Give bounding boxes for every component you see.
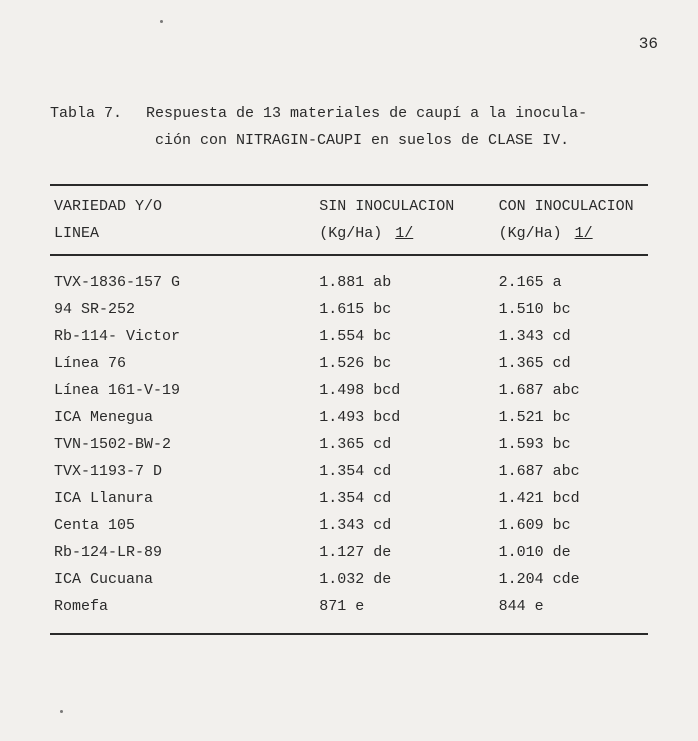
cell-con-inoculacion: 1.687 abc — [469, 377, 648, 404]
cell-con-inoculacion: 1.010 de — [469, 539, 648, 566]
cell-sin-inoculacion: 871 e — [289, 593, 468, 634]
table-row: TVX-1193-7 D1.354 cd1.687 abc — [50, 458, 648, 485]
table-row: Línea 161-V-191.498 bcd1.687 abc — [50, 377, 648, 404]
header-con-footnote-ref: 1/ — [575, 225, 593, 242]
header-sin-unit: (Kg/Ha) — [319, 225, 382, 242]
table-row: ICA Llanura1.354 cd1.421 bcd — [50, 485, 648, 512]
scan-speck — [60, 710, 63, 713]
cell-con-inoculacion: 1.204 cde — [469, 566, 648, 593]
cell-sin-inoculacion: 1.354 cd — [289, 485, 468, 512]
cell-variedad: 94 SR-252 — [50, 296, 289, 323]
cell-sin-inoculacion: 1.615 bc — [289, 296, 468, 323]
cell-variedad: Línea 161-V-19 — [50, 377, 289, 404]
table-row: Romefa871 e844 e — [50, 593, 648, 634]
scan-speck — [160, 20, 163, 23]
cell-sin-inoculacion: 1.343 cd — [289, 512, 468, 539]
cell-con-inoculacion: 1.421 bcd — [469, 485, 648, 512]
table-row: Rb-124-LR-891.127 de1.010 de — [50, 539, 648, 566]
table-row: Rb-114- Victor1.554 bc1.343 cd — [50, 323, 648, 350]
header-sin-line1: SIN INOCULACION — [289, 185, 468, 220]
table-row: Centa 1051.343 cd1.609 bc — [50, 512, 648, 539]
cell-con-inoculacion: 1.521 bc — [469, 404, 648, 431]
table-body: TVX-1836-157 G1.881 ab2.165 a94 SR-2521.… — [50, 255, 648, 634]
header-variedad-line2: LINEA — [50, 220, 289, 255]
cell-sin-inoculacion: 1.526 bc — [289, 350, 468, 377]
cell-con-inoculacion: 1.609 bc — [469, 512, 648, 539]
cell-con-inoculacion: 1.687 abc — [469, 458, 648, 485]
cell-sin-inoculacion: 1.365 cd — [289, 431, 468, 458]
header-con-unit: (Kg/Ha) — [499, 225, 562, 242]
cell-sin-inoculacion: 1.881 ab — [289, 255, 468, 296]
cell-variedad: ICA Llanura — [50, 485, 289, 512]
cell-con-inoculacion: 2.165 a — [469, 255, 648, 296]
table-row: 94 SR-2521.615 bc1.510 bc — [50, 296, 648, 323]
cell-variedad: TVX-1836-157 G — [50, 255, 289, 296]
cell-variedad: TVN-1502-BW-2 — [50, 431, 289, 458]
cell-variedad: Línea 76 — [50, 350, 289, 377]
header-variedad-line1: VARIEDAD Y/O — [50, 185, 289, 220]
cell-sin-inoculacion: 1.127 de — [289, 539, 468, 566]
cell-variedad: ICA Menegua — [50, 404, 289, 431]
cell-con-inoculacion: 1.365 cd — [469, 350, 648, 377]
cell-con-inoculacion: 1.343 cd — [469, 323, 648, 350]
cell-con-inoculacion: 1.593 bc — [469, 431, 648, 458]
cell-con-inoculacion: 1.510 bc — [469, 296, 648, 323]
cell-variedad: ICA Cucuana — [50, 566, 289, 593]
table-row: Línea 761.526 bc1.365 cd — [50, 350, 648, 377]
header-con-line1: CON INOCULACION — [469, 185, 648, 220]
table-row: TVX-1836-157 G1.881 ab2.165 a — [50, 255, 648, 296]
title-line-2: ción con NITRAGIN-CAUPI en suelos de CLA… — [155, 127, 648, 154]
cell-sin-inoculacion: 1.032 de — [289, 566, 468, 593]
cell-variedad: Centa 105 — [50, 512, 289, 539]
cell-sin-inoculacion: 1.354 cd — [289, 458, 468, 485]
table-label: Tabla 7. — [50, 105, 122, 122]
cell-variedad: TVX-1193-7 D — [50, 458, 289, 485]
table-row: TVN-1502-BW-21.365 cd1.593 bc — [50, 431, 648, 458]
header-con-line2: (Kg/Ha) 1/ — [469, 220, 648, 255]
cell-sin-inoculacion: 1.498 bcd — [289, 377, 468, 404]
cell-variedad: Romefa — [50, 593, 289, 634]
cell-variedad: Rb-124-LR-89 — [50, 539, 289, 566]
cell-variedad: Rb-114- Victor — [50, 323, 289, 350]
page-number: 36 — [639, 35, 658, 53]
table-row: ICA Menegua1.493 bcd1.521 bc — [50, 404, 648, 431]
cell-sin-inoculacion: 1.554 bc — [289, 323, 468, 350]
cell-con-inoculacion: 844 e — [469, 593, 648, 634]
header-sin-footnote-ref: 1/ — [395, 225, 413, 242]
header-sin-line2: (Kg/Ha) 1/ — [289, 220, 468, 255]
cell-sin-inoculacion: 1.493 bcd — [289, 404, 468, 431]
table-row: ICA Cucuana1.032 de1.204 cde — [50, 566, 648, 593]
title-line-1: Respuesta de 13 materiales de caupí a la… — [146, 105, 587, 122]
data-table: VARIEDAD Y/O SIN INOCULACION CON INOCULA… — [50, 184, 648, 635]
table-caption: Tabla 7. Respuesta de 13 materiales de c… — [50, 100, 648, 154]
